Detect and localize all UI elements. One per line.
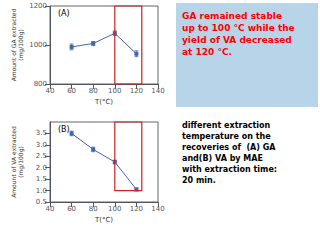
svg-text:60: 60	[67, 87, 76, 95]
svg-text:800: 800	[33, 80, 47, 88]
svg-text:40: 40	[46, 205, 55, 213]
svg-text:40: 40	[46, 87, 55, 95]
svg-text:140: 140	[151, 87, 164, 95]
svg-text:3.5: 3.5	[36, 129, 47, 137]
svg-text:0.5: 0.5	[35, 198, 47, 206]
svg-text:recoveries of (A) GA: recoveries of (A) GA	[182, 143, 276, 152]
svg-text:(mg/100g): (mg/100g)	[17, 29, 25, 61]
svg-text:3.0: 3.0	[36, 141, 47, 149]
svg-text:T(°C): T(°C)	[94, 216, 113, 224]
svg-text:80: 80	[89, 205, 98, 213]
svg-text:120: 120	[130, 205, 143, 213]
svg-text:at 120 °C.: at 120 °C.	[182, 47, 232, 57]
svg-text:120: 120	[130, 87, 143, 95]
svg-text:(B): (B)	[58, 125, 70, 134]
svg-text:up to 100 °C while the: up to 100 °C while the	[182, 23, 295, 33]
svg-text:100: 100	[108, 205, 121, 213]
svg-text:100: 100	[108, 87, 121, 95]
svg-text:yield of VA decreased: yield of VA decreased	[182, 35, 292, 45]
svg-text:different extraction: different extraction	[182, 121, 271, 130]
svg-text:Amount of VA extracted: Amount of VA extracted	[10, 126, 17, 198]
svg-text:T(°C): T(°C)	[94, 98, 113, 106]
svg-text:140: 140	[151, 205, 164, 213]
svg-text:(A): (A)	[58, 9, 70, 18]
svg-text:with extraction time:: with extraction time:	[182, 165, 277, 174]
svg-text:80: 80	[89, 87, 98, 95]
svg-text:2.0: 2.0	[36, 164, 47, 172]
svg-text:2.5: 2.5	[36, 152, 47, 160]
svg-text:1200: 1200	[29, 2, 47, 10]
svg-text:GA remained stable: GA remained stable	[182, 11, 282, 21]
svg-text:temperature on the: temperature on the	[182, 132, 271, 141]
svg-text:1000: 1000	[29, 41, 47, 49]
svg-text:Amount of GA extracted: Amount of GA extracted	[10, 9, 17, 82]
svg-text:20 min.: 20 min.	[182, 176, 216, 185]
svg-text:1.5: 1.5	[36, 175, 47, 183]
svg-text:(mg/100g): (mg/100g)	[17, 146, 25, 178]
svg-text:1.0: 1.0	[36, 187, 47, 195]
svg-text:60: 60	[67, 205, 76, 213]
svg-text:and(B) VA by MAE: and(B) VA by MAE	[182, 154, 263, 163]
